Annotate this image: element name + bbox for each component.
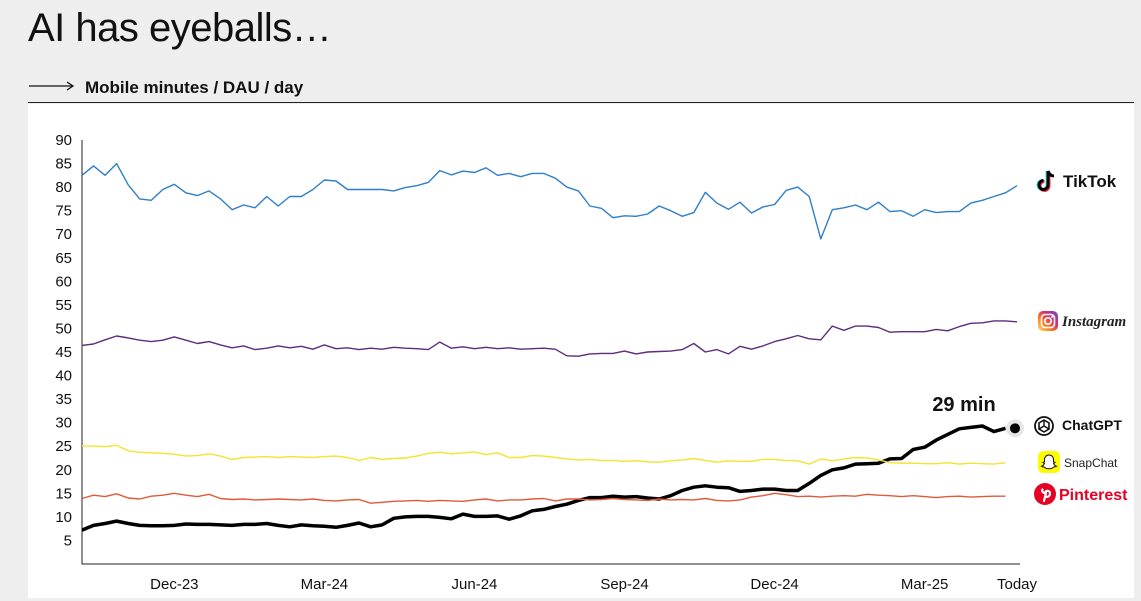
y-tick-label: 60 [55,273,72,290]
x-tick-label: Dec-23 [150,576,198,593]
x-tick-label: Mar-25 [901,576,949,593]
y-tick-label: 65 [55,250,72,267]
x-tick-label: Today [997,576,1038,593]
series-line-instagram [81,320,1018,357]
chart-panel [28,104,1134,598]
x-tick-label: Jun-24 [452,576,498,593]
arrow-right-icon [29,81,75,91]
snapchat-icon [1038,451,1060,473]
y-tick-label: 90 [55,132,72,149]
annotation-marker [1010,423,1020,434]
y-tick-label: 35 [55,391,72,408]
chatgpt-icon [1034,416,1054,436]
instagram-icon [1038,311,1058,331]
legend-label-pinterest: Pinterest [1059,487,1128,504]
legend-label-instagram: Instagram [1061,314,1126,330]
y-tick-label: 50 [55,320,72,337]
y-tick-label: 5 [64,532,72,549]
annotation-label: 29 min [932,394,995,416]
x-tick-label: Dec-24 [750,576,798,593]
legend-label-snapchat: SnapChat [1064,456,1118,470]
y-tick-label: 20 [55,462,72,479]
legend-label-tiktok: TikTok [1063,172,1117,191]
series-line-snapchat [81,444,1006,465]
y-tick-label: 25 [55,438,72,455]
y-tick-label: 75 [55,203,72,220]
y-tick-label: 30 [55,415,72,432]
y-tick-label: 45 [55,344,72,361]
x-tick-label: Mar-24 [301,576,349,593]
slide-title: AI has eyeballs… [28,6,332,50]
x-tick-label: Sep-24 [600,576,648,593]
series-line-tiktok [81,162,1018,240]
x-tick-labels: Dec-23 Mar-24 Jun-24 Sep-24 Dec-24 Mar-25 Toda… [150,576,1037,593]
y-tick-label: 70 [55,226,72,243]
pinterest-icon [1034,483,1056,505]
y-tick-label: 40 [55,368,72,385]
legend-label-chatgpt: ChatGPT [1062,417,1122,433]
series-line-chatgpt [81,424,1006,532]
chart-subtitle: Mobile minutes / DAU / day [85,78,304,97]
y-tick-label: 80 [55,179,72,196]
y-tick-label: 55 [55,297,72,314]
y-tick-label: 10 [55,509,72,526]
y-tick-label: 15 [55,485,72,502]
tiktok-icon [1036,170,1055,192]
series-line-pinterest [81,492,1006,504]
y-tick-labels: 5 10 15 20 25 30 35 40 45 50 55 60 65 70 75 80 85 90 [55,132,72,549]
y-tick-label: 85 [55,156,72,173]
series-lines [81,162,1018,532]
subtitle-row: Mobile minutes / DAU / day [28,76,1134,103]
